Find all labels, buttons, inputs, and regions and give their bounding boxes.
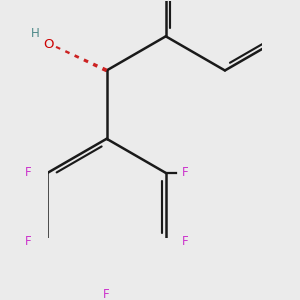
Text: O: O [43, 38, 54, 51]
Text: F: F [25, 235, 32, 248]
Text: H: H [31, 27, 40, 40]
Text: F: F [103, 288, 110, 300]
Text: F: F [182, 235, 188, 248]
Text: F: F [25, 167, 32, 179]
Text: F: F [182, 167, 188, 179]
